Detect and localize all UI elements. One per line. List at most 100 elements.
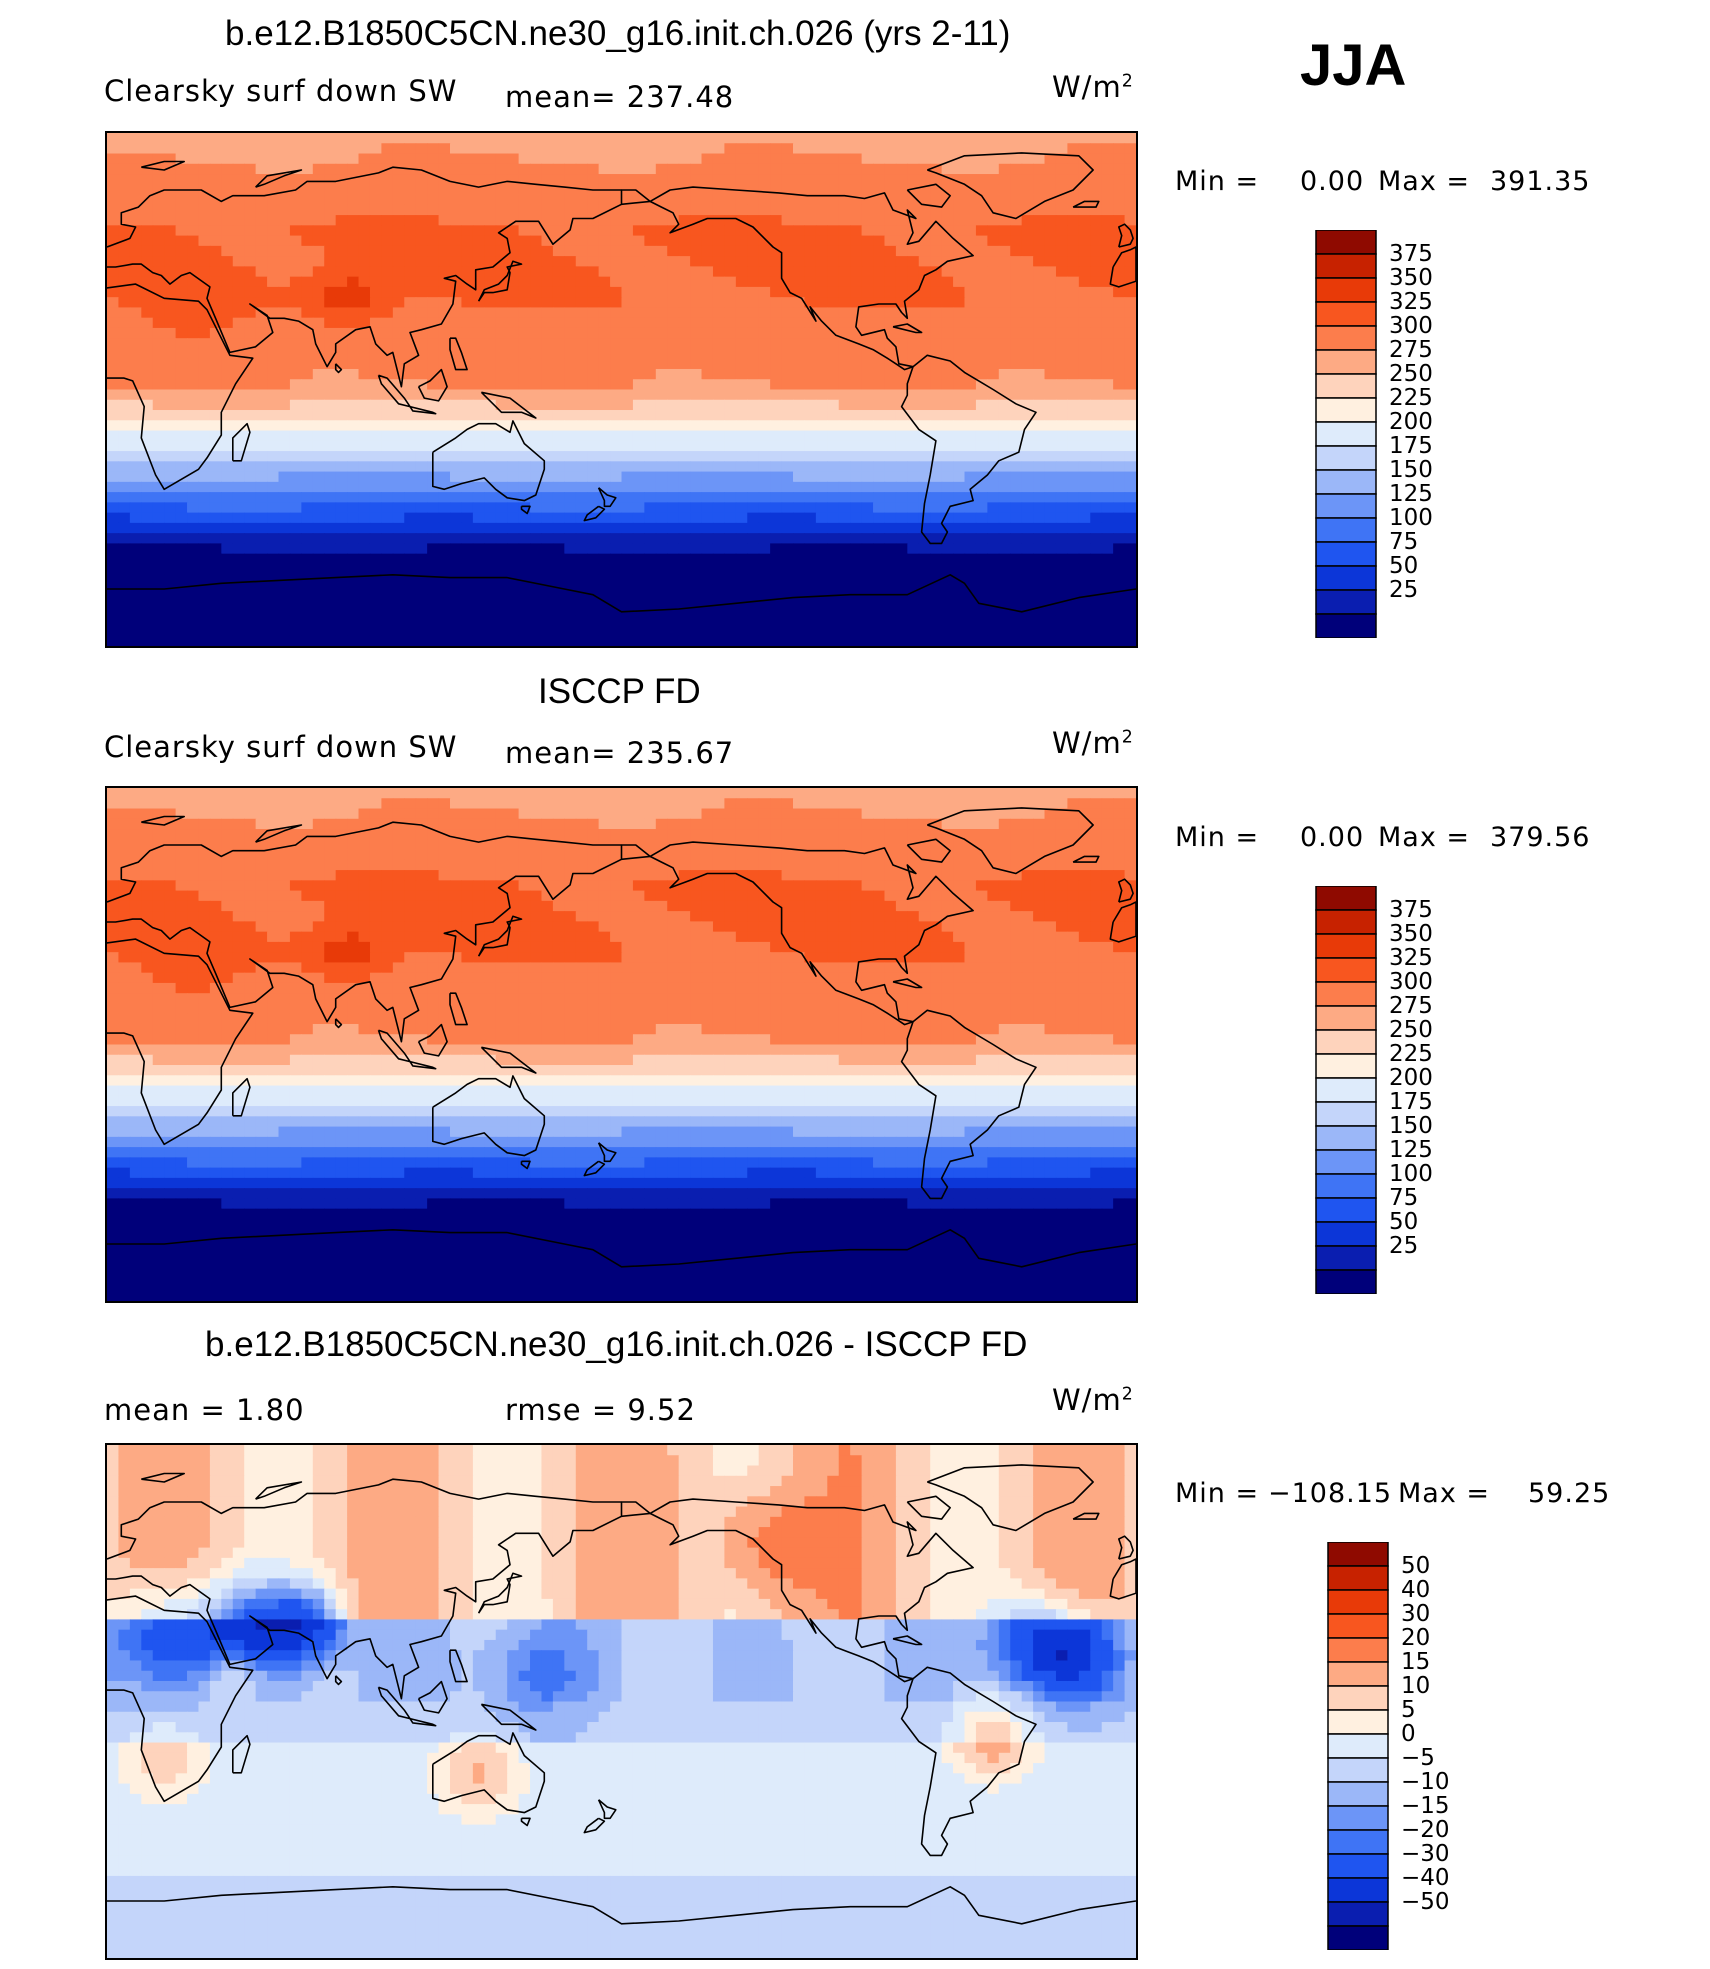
colorbar-swatch bbox=[1315, 1245, 1377, 1271]
panel-3-colorbar: 50 40 30 20 15 10 5 0 −5 −10 −15 −20 −30 −40 −50 bbox=[1327, 1541, 1450, 1951]
colorbar-tick-label: 50 bbox=[1389, 553, 1419, 579]
colorbar-swatch bbox=[1327, 1901, 1389, 1927]
panel-3-title: b.e12.B1850C5CN.ne30_g16.init.ch.026 - I… bbox=[205, 1325, 1028, 1364]
map-fill bbox=[107, 1445, 1136, 1958]
colorbar-tick-label: 150 bbox=[1389, 1113, 1433, 1139]
colorbar-swatch bbox=[1315, 1005, 1377, 1031]
colorbar-tick-label: 75 bbox=[1389, 1185, 1419, 1211]
colorbar-swatch bbox=[1315, 229, 1377, 255]
colorbar-tick-label: 175 bbox=[1389, 433, 1433, 459]
panel-2-map bbox=[105, 786, 1138, 1303]
colorbar-tick-label: 15 bbox=[1401, 1649, 1431, 1675]
colorbar-swatch bbox=[1315, 909, 1377, 935]
colorbar-swatch bbox=[1315, 1221, 1377, 1247]
coastlines bbox=[107, 152, 1136, 613]
colorbar-swatch bbox=[1327, 1733, 1389, 1759]
colorbar-swatch bbox=[1315, 1077, 1377, 1103]
colorbar-tick-label: 325 bbox=[1389, 289, 1433, 315]
colorbar-swatch bbox=[1315, 445, 1377, 471]
colorbar-swatch bbox=[1315, 1125, 1377, 1151]
colorbar-tick-label: 100 bbox=[1389, 1161, 1433, 1187]
map-fill bbox=[107, 133, 1136, 646]
colorbar-tick-label: 175 bbox=[1389, 1089, 1433, 1115]
panel-1-units: W/m2 bbox=[1052, 70, 1134, 104]
colorbar-tick-label: 100 bbox=[1389, 505, 1433, 531]
colorbar-tick-label: −15 bbox=[1401, 1793, 1450, 1819]
colorbar-swatch bbox=[1327, 1661, 1389, 1687]
colorbar-swatch bbox=[1327, 1541, 1389, 1567]
colorbar-swatch bbox=[1327, 1709, 1389, 1735]
colorbar-tick-label: 25 bbox=[1389, 577, 1419, 603]
colorbar-tick-label: 325 bbox=[1389, 945, 1433, 971]
colorbar-tick-label: 125 bbox=[1389, 1137, 1433, 1163]
panel-1-title: b.e12.B1850C5CN.ne30_g16.init.ch.026 (yr… bbox=[225, 14, 1011, 53]
colorbar-swatch bbox=[1315, 1053, 1377, 1079]
colorbar-swatch bbox=[1315, 349, 1377, 375]
colorbar-tick-label: −40 bbox=[1401, 1865, 1450, 1891]
colorbar-tick-label: 150 bbox=[1389, 457, 1433, 483]
panel-2-variable: Clearsky surf down SW bbox=[104, 730, 458, 764]
colorbar-swatch bbox=[1315, 1101, 1377, 1127]
panel-1-min-value: 0.00 bbox=[1300, 166, 1365, 197]
colorbar-tick-label: 200 bbox=[1389, 409, 1433, 435]
colorbar-tick-label: 10 bbox=[1401, 1673, 1431, 1699]
colorbar-tick-label: 225 bbox=[1389, 385, 1433, 411]
colorbar-swatch bbox=[1315, 325, 1377, 351]
colorbar-swatch bbox=[1315, 469, 1377, 495]
colorbar-swatch bbox=[1315, 253, 1377, 279]
colorbar-swatch bbox=[1327, 1877, 1389, 1903]
colorbar-swatch bbox=[1327, 1781, 1389, 1807]
colorbar-swatch bbox=[1327, 1613, 1389, 1639]
colorbar-swatch bbox=[1315, 517, 1377, 543]
colorbar-swatch bbox=[1327, 1565, 1389, 1591]
colorbar-tick-label: 225 bbox=[1389, 1041, 1433, 1067]
map-fill bbox=[107, 788, 1136, 1301]
panel-3-map bbox=[105, 1443, 1138, 1960]
panel-1-variable: Clearsky surf down SW bbox=[104, 74, 458, 108]
coastlines bbox=[107, 1464, 1136, 1925]
colorbar-tick-label: 275 bbox=[1389, 993, 1433, 1019]
colorbar-swatch bbox=[1327, 1589, 1389, 1615]
colorbar-swatch bbox=[1327, 1757, 1389, 1783]
colorbar-tick-label: 200 bbox=[1389, 1065, 1433, 1091]
colorbar-swatch bbox=[1315, 1269, 1377, 1295]
colorbar-tick-label: 275 bbox=[1389, 337, 1433, 363]
colorbar-tick-label: 0 bbox=[1401, 1721, 1416, 1747]
panel-2-title: ISCCP FD bbox=[538, 672, 701, 711]
colorbar-swatch bbox=[1327, 1805, 1389, 1831]
colorbar-tick-label: −20 bbox=[1401, 1817, 1450, 1843]
colorbar-tick-label: 5 bbox=[1401, 1697, 1416, 1723]
colorbar-tick-label: −5 bbox=[1401, 1745, 1435, 1771]
colorbar-tick-label: 125 bbox=[1389, 481, 1433, 507]
colorbar-tick-label: 375 bbox=[1389, 241, 1433, 267]
colorbar-swatch bbox=[1327, 1925, 1389, 1951]
panel-3-rmse: rmse = 9.52 bbox=[505, 1393, 696, 1427]
panel-3-min-value: −108.15 bbox=[1268, 1478, 1393, 1509]
colorbar-tick-label: 300 bbox=[1389, 313, 1433, 339]
colorbar-tick-label: 40 bbox=[1401, 1577, 1431, 1603]
colorbar-tick-label: −10 bbox=[1401, 1769, 1450, 1795]
colorbar-tick-label: 50 bbox=[1389, 1209, 1419, 1235]
colorbar-swatch bbox=[1315, 885, 1377, 911]
colorbar-tick-label: 25 bbox=[1389, 1233, 1419, 1259]
panel-2-colorbar: 375 350 325 300 275 250 225 200 175 150 125 100 75 50… bbox=[1315, 885, 1433, 1295]
colorbar-swatch bbox=[1315, 397, 1377, 423]
panel-1-max-label: Max = bbox=[1378, 166, 1471, 197]
colorbar-swatch bbox=[1315, 421, 1377, 447]
panel-1-max-value: 391.35 bbox=[1490, 166, 1591, 197]
colorbar-swatch bbox=[1315, 373, 1377, 399]
coastlines bbox=[107, 807, 1136, 1268]
colorbar-tick-label: 50 bbox=[1401, 1553, 1431, 1579]
panel-3-min-label: Min = bbox=[1175, 1478, 1260, 1509]
colorbar-tick-label: 250 bbox=[1389, 361, 1433, 387]
panel-3-mean: mean = 1.80 bbox=[104, 1393, 305, 1427]
panel-2-max-label: Max = bbox=[1378, 822, 1471, 853]
panel-2-max-value: 379.56 bbox=[1490, 822, 1591, 853]
colorbar-swatch bbox=[1327, 1853, 1389, 1879]
colorbar-swatch bbox=[1315, 565, 1377, 591]
colorbar-tick-label: 300 bbox=[1389, 969, 1433, 995]
colorbar-swatch bbox=[1315, 493, 1377, 519]
panel-1-min-label: Min = bbox=[1175, 166, 1260, 197]
colorbar-swatch bbox=[1315, 933, 1377, 959]
panel-1-map bbox=[105, 131, 1138, 648]
